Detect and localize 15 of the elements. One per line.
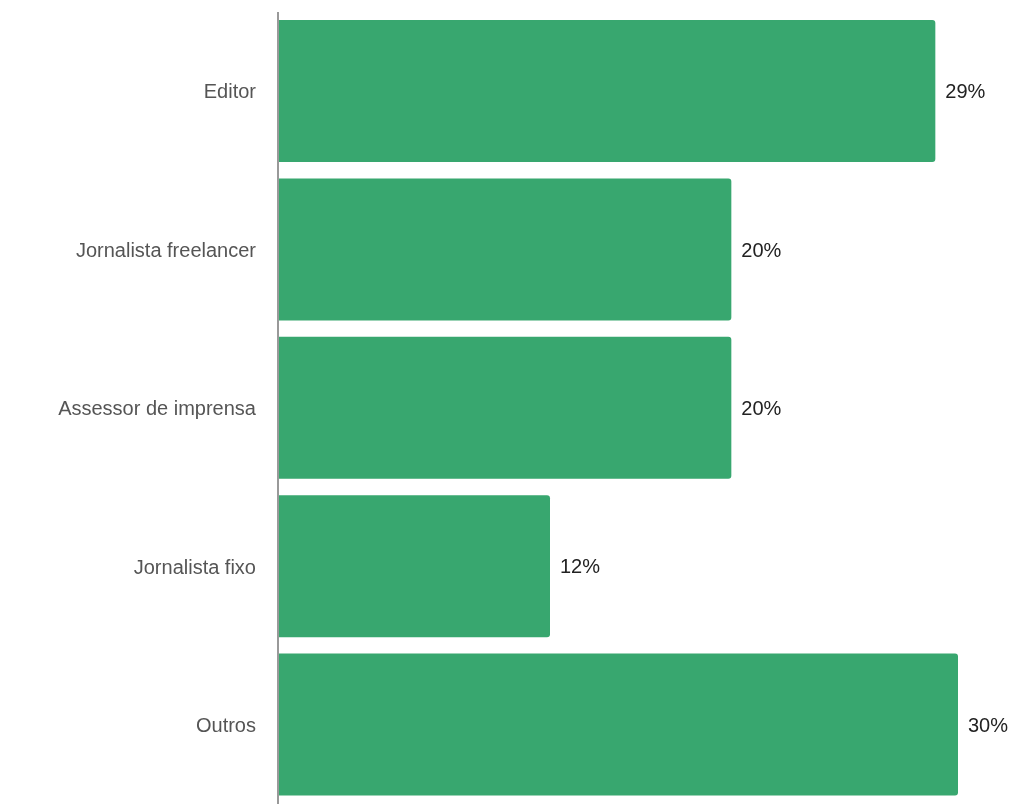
bar	[278, 495, 550, 638]
y-tick-label: Assessor de imprensa	[58, 397, 257, 420]
bar	[278, 178, 732, 321]
y-tick-label: Outros	[195, 713, 256, 736]
y-tick-label: Editor	[203, 80, 257, 103]
data-label: 20%	[741, 238, 782, 261]
data-label: 29%	[945, 80, 986, 103]
y-tick-label: Jornalista fixo	[133, 555, 256, 578]
data-label: 30%	[968, 713, 1009, 736]
data-label: 20%	[741, 396, 782, 419]
bar	[278, 336, 732, 479]
bar	[278, 653, 958, 796]
bar	[278, 20, 936, 162]
data-label: 12%	[560, 555, 601, 578]
y-tick-label: Jornalista freelancer	[75, 238, 257, 261]
